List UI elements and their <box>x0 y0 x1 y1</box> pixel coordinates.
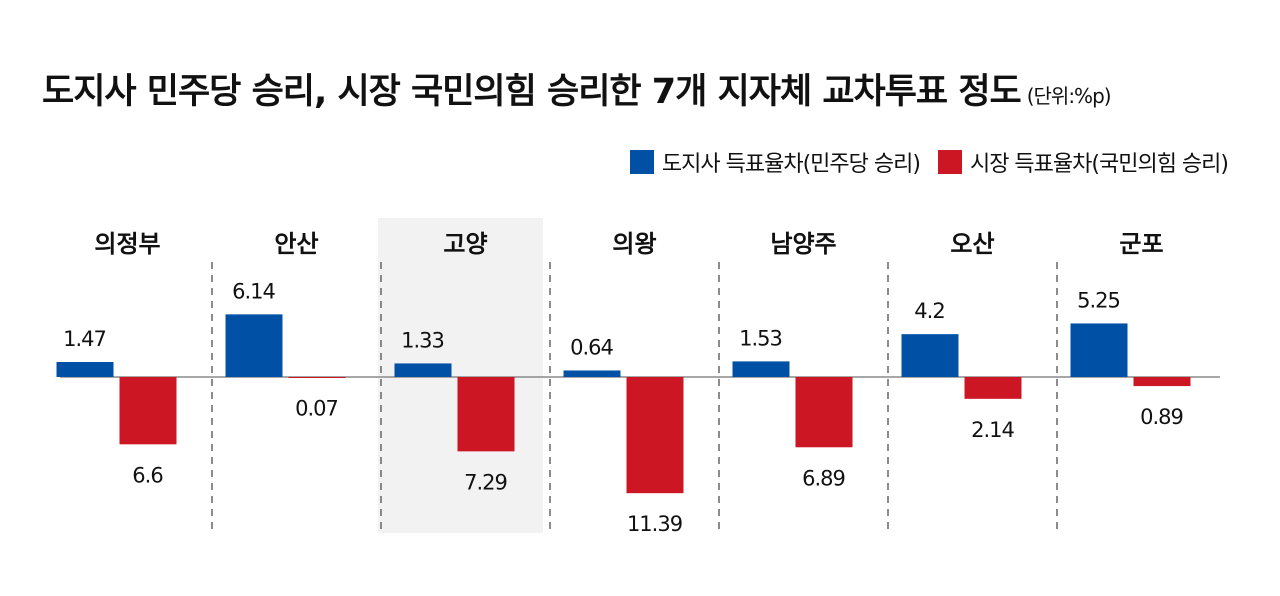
value-label-governor: 0.64 <box>570 335 613 359</box>
value-label-governor: 1.53 <box>739 326 782 350</box>
value-label-governor: 4.2 <box>914 299 944 323</box>
legend-item-mayor: 시장 득표율차(국민의힘 승리) <box>937 146 1229 178</box>
bar-governor <box>732 361 790 377</box>
unit-label: (단위:%p) <box>1026 84 1112 108</box>
bar-mayor <box>795 377 853 448</box>
value-label-governor: 6.14 <box>232 279 275 303</box>
value-label-mayor: 6.6 <box>132 463 163 487</box>
category-label: 의왕 <box>612 230 656 258</box>
legend-swatch-governor <box>629 150 654 174</box>
bar-mayor <box>457 377 515 452</box>
category-label: 안산 <box>274 230 318 258</box>
value-label-mayor: 6.89 <box>802 466 845 490</box>
value-label-mayor: 7.29 <box>464 470 507 494</box>
legend: 도지사 득표율차(민주당 승리) 시장 득표율차(국민의힘 승리) <box>629 146 1229 178</box>
bar-governor <box>1070 323 1128 377</box>
value-label-mayor: 11.39 <box>627 512 682 536</box>
category-label: 군포 <box>1119 230 1163 258</box>
value-label-mayor: 0.89 <box>1140 405 1183 429</box>
bar-mayor <box>119 377 177 445</box>
category-label: 오산 <box>950 230 994 258</box>
category-label: 남양주 <box>770 230 836 258</box>
chart-title: 도지사 민주당 승리, 시장 국민의힘 승리한 7개 지자체 교차투표 정도 (단… <box>42 70 1112 118</box>
value-label-governor: 1.33 <box>401 328 444 352</box>
legend-label-mayor: 시장 득표율차(국민의힘 승리) <box>969 152 1229 177</box>
bar-governor <box>56 362 114 377</box>
bar-governor <box>394 363 452 377</box>
bar-mayor <box>1133 377 1191 387</box>
bar-mayor <box>288 377 346 378</box>
legend-item-governor: 도지사 득표율차(민주당 승리) <box>629 146 921 178</box>
category-label: 의정부 <box>94 230 160 258</box>
bar-governor <box>225 314 283 377</box>
legend-label-governor: 도지사 득표율차(민주당 승리) <box>661 152 921 177</box>
value-label-governor: 1.47 <box>63 327 106 351</box>
value-label-mayor: 0.07 <box>295 397 338 421</box>
bar-governor <box>563 370 621 377</box>
bar-governor <box>901 334 959 377</box>
legend-swatch-mayor <box>937 150 962 174</box>
bar-mayor <box>626 377 684 494</box>
bar-mayor <box>964 377 1022 399</box>
category-label: 고양 <box>443 230 487 258</box>
value-label-mayor: 2.14 <box>971 418 1014 442</box>
value-label-governor: 5.25 <box>1077 288 1120 312</box>
chart-title-text: 도지사 민주당 승리, 시장 국민의힘 승리한 7개 지자체 교차투표 정도 <box>42 72 1022 112</box>
